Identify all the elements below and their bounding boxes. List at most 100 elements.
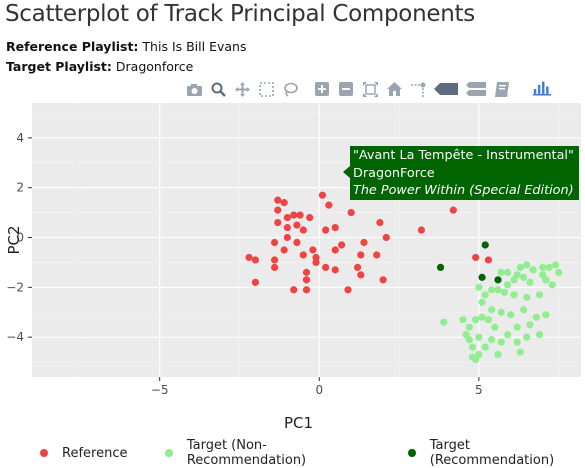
x-tick-label: 0	[315, 383, 323, 397]
lasso-select-icon[interactable]	[281, 80, 299, 98]
data-point-reference	[331, 266, 339, 274]
data-point-target-non-recommendation	[523, 293, 531, 301]
data-point-target-non-recommendation	[465, 323, 473, 331]
legend-label-target-recommendation: Target (Recommendation)	[429, 438, 555, 468]
data-point-target-non-recommendation	[507, 311, 515, 319]
data-point-target-non-recommendation	[440, 318, 448, 326]
target-playlist-line: Target Playlist: Dragonforce	[6, 59, 193, 74]
data-point-target-non-recommendation	[459, 316, 467, 324]
hover-closest-icon[interactable]	[433, 80, 459, 98]
data-point-target-non-recommendation	[523, 261, 531, 269]
data-point-reference	[484, 256, 493, 264]
legend: Reference Target (Non-Recommendation) Ta…	[40, 438, 585, 468]
data-point-target-non-recommendation	[481, 343, 489, 351]
legend-item-reference[interactable]: Reference	[40, 446, 127, 461]
data-point-target-non-recommendation	[532, 313, 540, 321]
data-point-reference	[290, 211, 298, 219]
legend-item-target-recommendation[interactable]: Target (Recommendation)	[408, 438, 585, 468]
tooltip-album: The Power Within (Special Edition)	[353, 183, 574, 198]
data-point-reference	[325, 201, 333, 209]
data-point-reference	[270, 256, 279, 264]
data-point-reference	[251, 256, 260, 264]
box-select-icon[interactable]	[257, 80, 275, 98]
data-point-reference	[274, 206, 282, 214]
data-point-target-non-recommendation	[488, 336, 496, 344]
zoom-icon[interactable]	[209, 80, 227, 98]
y-axis-label: PC2	[5, 225, 23, 254]
data-point-reference	[302, 276, 311, 284]
data-point-reference	[417, 226, 426, 234]
y-tick-label: −2	[6, 280, 24, 294]
target-playlist-value: Dragonforce	[115, 59, 194, 74]
data-point-reference	[322, 263, 330, 271]
plotly-logo-icon[interactable]	[533, 80, 551, 98]
data-point-target-non-recommendation	[475, 283, 483, 291]
autoscale-icon[interactable]	[361, 80, 379, 98]
data-point-target-non-recommendation	[542, 276, 550, 284]
data-point-target-non-recommendation	[500, 288, 508, 296]
data-point-reference	[245, 253, 253, 262]
legend-item-target-non-recommendation[interactable]: Target (Non-Recommendation)	[165, 438, 370, 468]
camera-icon[interactable]	[185, 80, 203, 98]
edit-chart-icon[interactable]	[493, 80, 511, 98]
tooltip-track-name: "Avant La Tempête - Instrumental"	[353, 148, 574, 163]
data-point-reference	[312, 253, 320, 262]
data-point-reference	[299, 251, 307, 259]
data-point-target-non-recommendation	[516, 348, 524, 356]
y-tick-label: −4	[6, 330, 24, 344]
data-point-target-non-recommendation	[545, 263, 553, 271]
hover-compare-icon[interactable]	[465, 80, 487, 98]
data-point-reference	[296, 211, 304, 219]
reset-axes-icon[interactable]	[385, 80, 403, 98]
data-point-target-non-recommendation	[519, 273, 528, 281]
data-point-target-non-recommendation	[494, 286, 502, 294]
data-point-target-non-recommendation	[513, 338, 521, 346]
data-point-target-recommendation	[494, 276, 502, 284]
target-playlist-label: Target Playlist:	[6, 59, 112, 74]
data-point-reference	[312, 258, 320, 267]
data-point-reference	[347, 209, 355, 217]
data-point-reference	[360, 238, 368, 247]
x-tick-label: −5	[151, 383, 169, 397]
data-point-target-non-recommendation	[491, 323, 499, 331]
data-point-target-non-recommendation	[555, 268, 563, 276]
data-point-target-non-recommendation	[481, 291, 489, 299]
data-point-target-recommendation	[481, 241, 489, 249]
data-point-reference	[283, 233, 291, 242]
data-point-target-non-recommendation	[478, 313, 486, 321]
data-point-target-non-recommendation	[535, 331, 544, 339]
data-point-target-non-recommendation	[472, 316, 480, 324]
data-point-reference	[382, 233, 390, 242]
data-point-target-non-recommendation	[513, 323, 521, 331]
data-point-reference	[270, 238, 279, 247]
data-point-reference	[283, 213, 291, 222]
data-point-target-non-recommendation	[497, 268, 505, 276]
spike-lines-icon[interactable]	[409, 80, 427, 98]
data-point-reference	[290, 286, 298, 294]
hover-tooltip: "Avant La Tempête - Instrumental" Dragon…	[350, 146, 579, 200]
data-point-target-non-recommendation	[548, 281, 556, 289]
data-point-reference	[306, 213, 314, 222]
data-point-reference	[274, 196, 282, 204]
data-point-reference	[331, 246, 339, 254]
data-point-reference	[449, 206, 457, 214]
legend-marker-target-non-recommendation	[165, 449, 173, 457]
data-point-target-non-recommendation	[510, 276, 518, 284]
data-point-reference	[353, 263, 362, 271]
data-point-reference	[293, 238, 301, 247]
data-point-target-non-recommendation	[551, 261, 560, 269]
zoom-out-icon[interactable]	[337, 80, 355, 98]
data-point-reference	[274, 218, 282, 227]
zoom-in-icon[interactable]	[313, 80, 331, 98]
legend-label-target-non-recommendation: Target (Non-Recommendation)	[186, 438, 307, 468]
data-point-target-non-recommendation	[503, 331, 512, 339]
data-point-target-recommendation	[478, 273, 486, 281]
data-point-reference	[338, 241, 346, 249]
pan-icon[interactable]	[233, 80, 251, 98]
data-point-reference	[302, 286, 311, 294]
data-point-target-non-recommendation	[542, 311, 550, 319]
data-point-target-non-recommendation	[523, 333, 531, 341]
reference-playlist-line: Reference Playlist: This Is Bill Evans	[6, 39, 246, 54]
data-point-reference	[293, 221, 301, 229]
